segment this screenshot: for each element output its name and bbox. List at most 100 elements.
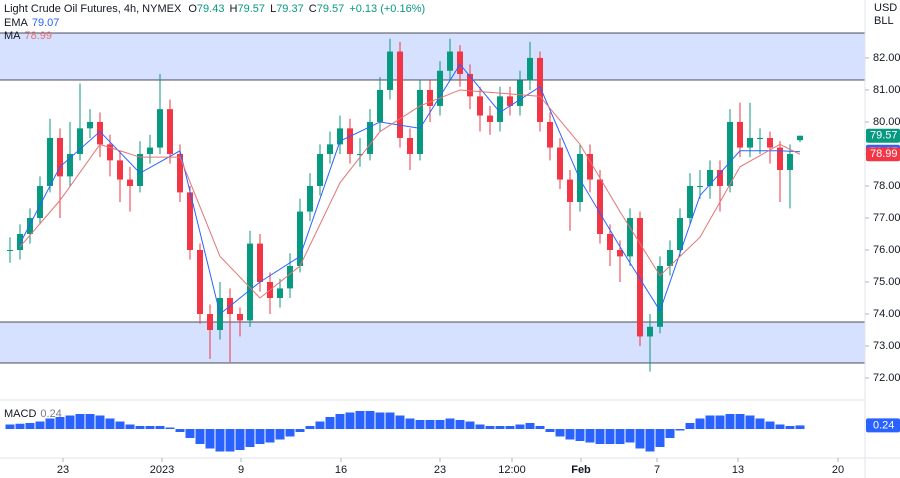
last-price-box	[866, 128, 900, 143]
candle-body	[187, 192, 193, 250]
candle-body	[197, 249, 203, 315]
macd-bar	[395, 415, 405, 429]
macd-bar	[475, 424, 485, 429]
macd-bar	[525, 423, 535, 429]
x-tick-label: 23	[434, 464, 446, 476]
x-tick-label: Feb	[571, 464, 591, 476]
candle-body	[697, 185, 703, 187]
macd-bar	[185, 429, 195, 438]
macd-bar	[335, 414, 345, 429]
macd-bar	[545, 429, 555, 432]
macd-bar	[15, 423, 25, 429]
macd-bar	[695, 418, 705, 429]
macd-bar	[515, 424, 525, 429]
ohlc-label: L	[270, 3, 276, 15]
macd-bar	[5, 424, 15, 429]
macd-bar	[205, 429, 215, 449]
ohlc-value: 79.43	[197, 3, 225, 15]
candle-body	[567, 179, 573, 202]
legend-name: MACD	[4, 408, 36, 420]
x-tick-label: 20	[832, 464, 844, 476]
candle-body	[597, 179, 603, 234]
candle-body	[497, 96, 503, 122]
macd-legend: MACD 0.24	[4, 408, 62, 420]
legend-name: EMA	[4, 17, 29, 29]
x-tick-label: 2023	[150, 464, 174, 476]
candle-body	[307, 185, 313, 212]
macd-bar	[145, 426, 155, 429]
macd-bar	[215, 429, 225, 452]
candle-body	[527, 57, 533, 81]
candle-body	[717, 169, 723, 186]
macd-bar	[275, 429, 285, 440]
x-tick-label: 16	[335, 464, 347, 476]
ohlc-label: O	[188, 3, 197, 15]
candle-body	[357, 153, 363, 155]
macd-bar	[555, 429, 565, 437]
macd-bar	[785, 426, 795, 429]
macd-bar	[715, 415, 725, 429]
candle-body	[377, 89, 383, 122]
macd-bar	[685, 423, 695, 429]
candle-body	[397, 51, 403, 138]
ohlc-value: 79.57	[317, 3, 345, 15]
macd-bar	[85, 414, 95, 429]
macd-bar	[295, 429, 305, 432]
macd-value: 0.24	[873, 419, 894, 431]
candle-body	[617, 249, 623, 257]
macd-bar	[105, 418, 115, 429]
ma-legend: MA 78.99	[4, 30, 52, 42]
macd-bar	[95, 415, 105, 429]
y-tick-label: 75.00	[873, 276, 900, 288]
candle-body	[157, 109, 163, 148]
candle-body	[647, 326, 653, 337]
macd-bar	[355, 411, 365, 429]
x-tick-label: 12:00	[498, 464, 526, 476]
candle-body	[547, 121, 553, 148]
macd-bar	[425, 420, 435, 429]
macd-bar	[235, 429, 245, 450]
ohlc-value: 79.37	[276, 3, 304, 15]
macd-bar	[325, 417, 335, 429]
x-tick-label: 23	[57, 464, 69, 476]
candle-body	[67, 153, 73, 177]
candle-body	[447, 51, 453, 71]
candle-body	[77, 128, 83, 154]
ohlc-label: H	[230, 3, 238, 15]
macd-bar	[195, 429, 205, 444]
macd-bar	[565, 429, 575, 440]
zone	[0, 32, 865, 81]
ma-price: 78.99	[870, 148, 898, 160]
macd-bar	[585, 429, 595, 443]
ma-price-box	[866, 147, 900, 162]
macd-bar	[655, 429, 665, 447]
macd-bar	[305, 426, 315, 429]
candle-body	[277, 288, 283, 299]
candle-body	[507, 96, 513, 106]
unit: BLL	[874, 15, 894, 27]
candle-body	[137, 153, 143, 186]
symbol: Light Crude Oil Futures, 4h, NYMEX	[4, 3, 182, 15]
candle-body	[177, 153, 183, 193]
candle-body	[167, 109, 173, 154]
macd-bar	[445, 418, 455, 429]
macd-bar	[25, 423, 35, 429]
candle-body	[577, 153, 583, 202]
macd-bar	[495, 426, 505, 429]
y-tick-label: 73.00	[873, 340, 900, 352]
macd-bar	[725, 414, 735, 429]
candle-body	[457, 51, 463, 74]
macd-bar	[45, 418, 55, 429]
macd-bar	[455, 420, 465, 429]
candle-body	[437, 70, 443, 106]
candle-body	[17, 233, 23, 250]
candle-body	[477, 96, 483, 116]
macd-bar	[245, 429, 255, 447]
macd-bar	[265, 429, 275, 443]
macd-bar	[745, 415, 755, 429]
candle-body	[347, 128, 353, 154]
macd-bar	[75, 414, 85, 429]
macd-bar	[635, 429, 645, 449]
y-tick-label: 82.00	[873, 52, 900, 64]
candle-body	[667, 249, 673, 267]
